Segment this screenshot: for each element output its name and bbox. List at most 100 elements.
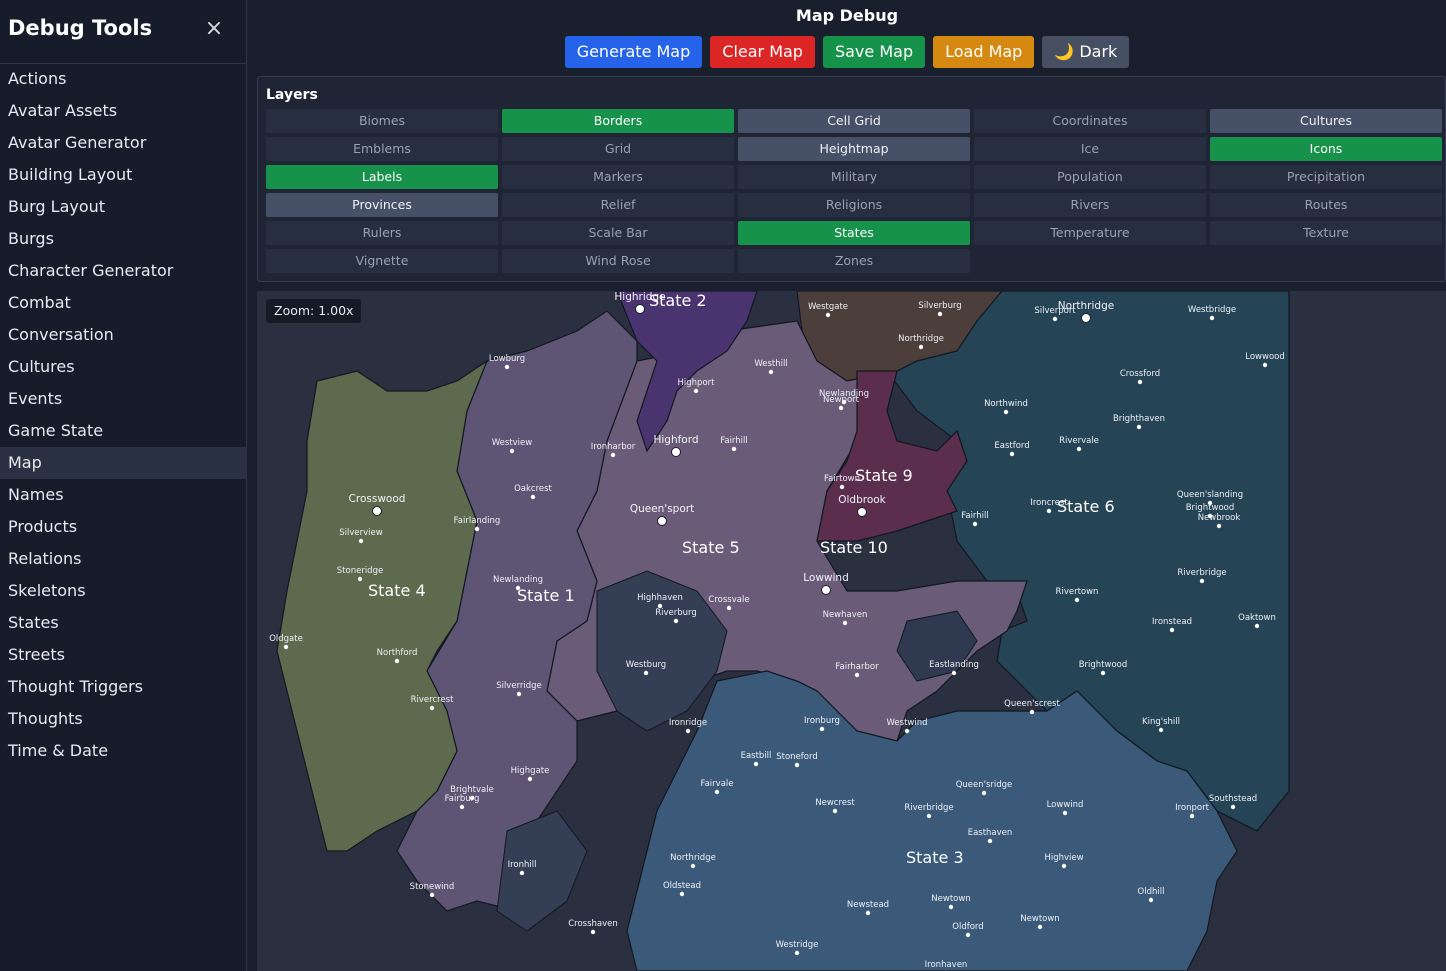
sidebar-item-conversation[interactable]: Conversation (8, 325, 114, 344)
layer-toggle-population[interactable]: Population (974, 165, 1206, 189)
layer-toggle-military[interactable]: Military (738, 165, 970, 189)
layer-toggle-temperature[interactable]: Temperature (974, 221, 1206, 245)
sidebar-item-skeletons[interactable]: Skeletons (8, 581, 86, 600)
town-marker[interactable] (794, 950, 800, 956)
town-marker[interactable] (838, 405, 844, 411)
sidebar-item-actions[interactable]: Actions (8, 69, 67, 88)
town-marker[interactable] (1209, 315, 1215, 321)
layer-toggle-rulers[interactable]: Rulers (266, 221, 498, 245)
close-icon[interactable]: × (204, 16, 224, 41)
town-marker[interactable] (1169, 627, 1175, 633)
town-marker[interactable] (918, 344, 924, 350)
map-viewport[interactable]: State 2 State 9 State 6 State 5 State 10… (257, 291, 1446, 971)
town-marker[interactable] (1207, 500, 1213, 506)
town-marker[interactable] (839, 484, 845, 490)
layer-toggle-cultures[interactable]: Cultures (1210, 109, 1442, 133)
layer-toggle-relief[interactable]: Relief (502, 193, 734, 217)
town-marker[interactable] (394, 658, 400, 664)
layer-toggle-icons[interactable]: Icons (1210, 137, 1442, 161)
load-map-button[interactable]: Load Map (933, 36, 1035, 68)
capital-marker[interactable] (821, 585, 831, 595)
town-marker[interactable] (768, 369, 774, 375)
town-marker[interactable] (1199, 578, 1205, 584)
sidebar-item-products[interactable]: Products (8, 517, 78, 536)
sidebar-item-avatar-generator[interactable]: Avatar Generator (8, 133, 147, 152)
layer-toggle-provinces[interactable]: Provinces (266, 193, 498, 217)
layer-toggle-routes[interactable]: Routes (1210, 193, 1442, 217)
town-marker[interactable] (1009, 451, 1015, 457)
layer-toggle-emblems[interactable]: Emblems (266, 137, 498, 161)
town-marker[interactable] (1037, 924, 1043, 930)
layer-toggle-heightmap[interactable]: Heightmap (738, 137, 970, 161)
town-marker[interactable] (429, 892, 435, 898)
sidebar-item-names[interactable]: Names (8, 485, 64, 504)
layer-toggle-zones[interactable]: Zones (738, 249, 970, 273)
town-marker[interactable] (1254, 623, 1260, 629)
town-marker[interactable] (1189, 813, 1195, 819)
town-marker[interactable] (530, 494, 536, 500)
sidebar-item-building-layout[interactable]: Building Layout (8, 165, 133, 184)
layer-toggle-coordinates[interactable]: Coordinates (974, 109, 1206, 133)
town-marker[interactable] (842, 620, 848, 626)
layer-toggle-vignette[interactable]: Vignette (266, 249, 498, 273)
town-marker[interactable] (1100, 670, 1106, 676)
town-marker[interactable] (948, 904, 954, 910)
town-marker[interactable] (937, 311, 943, 317)
town-marker[interactable] (965, 932, 971, 938)
layer-toggle-precipitation[interactable]: Precipitation (1210, 165, 1442, 189)
sidebar-item-relations[interactable]: Relations (8, 549, 82, 568)
town-marker[interactable] (357, 576, 363, 582)
town-marker[interactable] (1230, 804, 1236, 810)
town-marker[interactable] (825, 312, 831, 318)
layer-toggle-ice[interactable]: Ice (974, 137, 1206, 161)
generate-map-button[interactable]: Generate Map (564, 36, 703, 68)
map-canvas[interactable]: State 2 State 9 State 6 State 5 State 10… (257, 291, 1446, 971)
town-marker[interactable] (1216, 523, 1222, 529)
town-marker[interactable] (693, 388, 699, 394)
town-marker[interactable] (643, 670, 649, 676)
save-map-button[interactable]: Save Map (822, 36, 926, 68)
capital-marker[interactable] (1081, 313, 1091, 323)
town-marker[interactable] (657, 603, 663, 609)
town-marker[interactable] (1052, 316, 1058, 322)
layer-toggle-borders[interactable]: Borders (502, 109, 734, 133)
town-marker[interactable] (459, 804, 465, 810)
town-marker[interactable] (1074, 597, 1080, 603)
state-region-3[interactable] (626, 670, 1238, 971)
sidebar-item-combat[interactable]: Combat (8, 293, 71, 312)
town-marker[interactable] (685, 728, 691, 734)
layer-toggle-markers[interactable]: Markers (502, 165, 734, 189)
town-marker[interactable] (753, 761, 759, 767)
state-region-6[interactable] (886, 291, 1290, 832)
sidebar-item-streets[interactable]: Streets (8, 645, 65, 664)
town-marker[interactable] (841, 399, 847, 405)
state-region-4[interactable] (276, 359, 489, 852)
town-marker[interactable] (673, 618, 679, 624)
town-marker[interactable] (679, 891, 685, 897)
town-marker[interactable] (832, 808, 838, 814)
sidebar-item-time-date[interactable]: Time & Date (8, 741, 109, 760)
town-marker[interactable] (1076, 446, 1082, 452)
town-marker[interactable] (819, 726, 825, 732)
state-region-9[interactable] (816, 370, 968, 542)
town-marker[interactable] (590, 929, 596, 935)
town-marker[interactable] (519, 870, 525, 876)
town-marker[interactable] (515, 585, 521, 591)
sidebar-item-map[interactable]: Map (0, 447, 247, 479)
town-marker[interactable] (854, 672, 860, 678)
layer-toggle-texture[interactable]: Texture (1210, 221, 1442, 245)
sidebar-item-states[interactable]: States (8, 613, 59, 632)
town-marker[interactable] (926, 813, 932, 819)
town-marker[interactable] (972, 521, 978, 527)
town-marker[interactable] (904, 728, 910, 734)
layer-toggle-wind-rose[interactable]: Wind Rose (502, 249, 734, 273)
layer-toggle-rivers[interactable]: Rivers (974, 193, 1206, 217)
town-marker[interactable] (527, 776, 533, 782)
town-marker[interactable] (731, 446, 737, 452)
town-marker[interactable] (726, 605, 732, 611)
sidebar-item-avatar-assets[interactable]: Avatar Assets (8, 101, 118, 120)
town-marker[interactable] (610, 452, 616, 458)
town-marker[interactable] (474, 526, 480, 532)
town-marker[interactable] (690, 863, 696, 869)
town-marker[interactable] (1148, 897, 1154, 903)
